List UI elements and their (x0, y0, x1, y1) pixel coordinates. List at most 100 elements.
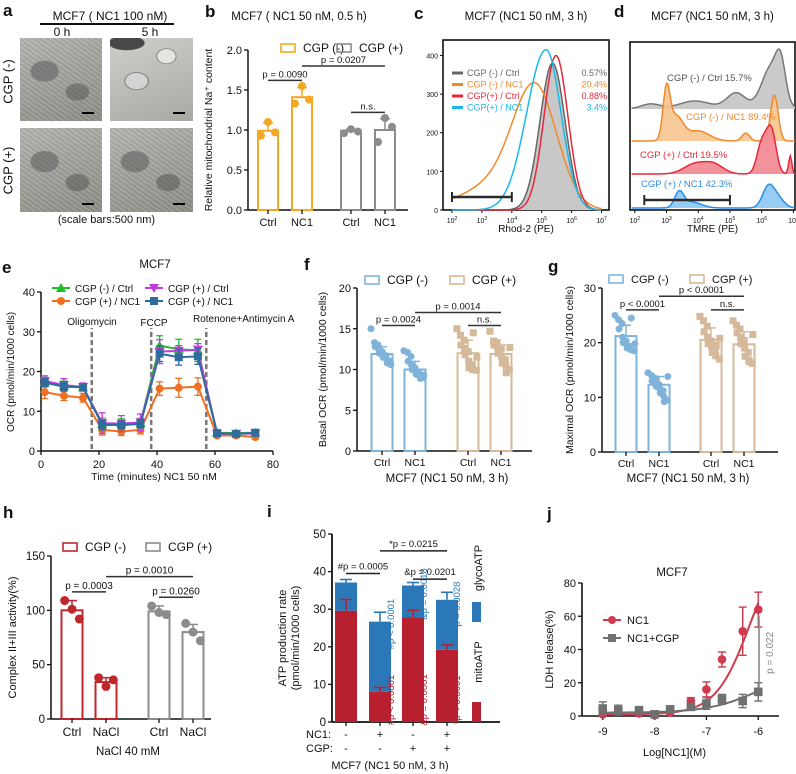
x-axis-label: NaCl 40 mM (96, 746, 160, 758)
panel-label-f: f (304, 255, 310, 274)
x-tick-label: 103 (661, 216, 672, 225)
percent-label: 0.57% (581, 68, 607, 78)
data-point (457, 331, 465, 339)
x-tick-label: -7 (702, 726, 712, 738)
condition-cgp: - (378, 743, 382, 755)
panel-label-j: j (547, 504, 552, 523)
data-point (264, 118, 272, 126)
y-tick-label: 10 (313, 679, 326, 691)
y-tick-label: 0 (434, 208, 438, 215)
significance-label: p = 0.022 (765, 631, 776, 673)
legend-label: CGP (-) (631, 274, 669, 286)
y-tick-label: 2.0 (227, 45, 242, 57)
data-point (461, 351, 469, 359)
condition-cgp: - (344, 743, 348, 755)
chart-title: MCF7 (656, 567, 687, 579)
significance-label: p = 0.0014 (435, 301, 480, 312)
data-point (631, 340, 639, 348)
data-point (660, 398, 668, 406)
y-tick-label: 5 (345, 405, 351, 417)
histogram-line (452, 48, 602, 211)
data-point (79, 393, 88, 402)
data-point (630, 347, 638, 355)
x-tick-label: NaCl (180, 725, 207, 739)
data-point (712, 341, 720, 349)
legend-label: CGP (+) (712, 274, 752, 286)
row-label-cgp: CGP: (306, 743, 333, 755)
data-point (98, 420, 107, 429)
bar-mitoATP (369, 691, 391, 722)
data-point (67, 604, 77, 614)
y-tick-label: 100 (426, 169, 438, 176)
x-tick-label: 104 (507, 216, 518, 225)
significance-label-mito: #p < 0.0001 (386, 675, 397, 725)
significance-label-glyco: *p = 0.0028 (452, 582, 463, 631)
x-tick-label: 102 (447, 216, 458, 225)
y-tick-label: 30 (23, 327, 35, 339)
chart-title: MCF7 (139, 259, 170, 271)
legend-marker (150, 297, 158, 305)
legend-swatch (280, 43, 296, 53)
x-tick-label: 105 (536, 216, 547, 225)
data-point (108, 675, 118, 685)
data-point (700, 317, 708, 325)
legend-swatch-glycoATP (472, 602, 481, 622)
data-point (161, 610, 171, 620)
legend-swatch (62, 542, 78, 552)
data-point (257, 131, 265, 140)
data-point (749, 330, 757, 338)
y-axis-label: Complex II+III activity(%) (7, 577, 19, 699)
x-axis-label: Rhod-2 (PE) (498, 224, 554, 235)
condition-cgp: + (444, 743, 450, 755)
data-point (686, 702, 696, 712)
significance-label: *p = 0.0215 (389, 539, 438, 550)
y-tick-label: 20 (339, 283, 351, 295)
legend-swatch (449, 275, 465, 285)
histogram-label: CGP (+) / NC1 42.3% (641, 179, 733, 190)
histogram-fill (630, 83, 795, 141)
data-point (744, 349, 752, 357)
significance-label-mito: &p = 0.0001 (419, 674, 430, 726)
y-tick-label: 30 (584, 283, 596, 295)
data-point (490, 337, 498, 345)
data-point (708, 342, 716, 350)
data-point (367, 325, 375, 333)
data-point (703, 322, 711, 330)
data-point (502, 369, 510, 377)
y-tick-label: 20 (23, 367, 35, 379)
y-tick-label: 300 (426, 92, 438, 99)
y-tick-label: 0 (320, 717, 326, 729)
significance-label: p < 0.0001 (620, 299, 665, 310)
data-point (497, 345, 505, 353)
data-point (94, 673, 104, 683)
data-point (737, 340, 745, 348)
panel-label-i: i (267, 502, 272, 521)
y-tick-label: 60 (564, 611, 576, 623)
y-tick-label: 10 (339, 365, 351, 377)
y-tick-label: 40 (564, 645, 576, 657)
x-tick-label: 106 (756, 216, 767, 225)
panel-label-a: a (3, 1, 13, 20)
y-tick-label: 0 (39, 714, 45, 726)
data-point (704, 333, 712, 341)
data-point (717, 655, 727, 664)
x-tick-label: 106 (566, 216, 577, 225)
significance-label-mito: *p < 0.0001 (452, 676, 463, 725)
data-point (618, 320, 626, 328)
y-tick-label: 1.0 (227, 125, 242, 137)
x-tick-label: 102 (629, 216, 640, 225)
legend-label-glycoATP: glycoATP (473, 545, 485, 591)
data-point (174, 353, 183, 362)
data-point (74, 614, 84, 624)
data-point (708, 349, 716, 357)
plot-frame (629, 41, 796, 211)
data-point (634, 705, 644, 715)
data-point (117, 421, 126, 430)
bar-glycoATP (436, 599, 458, 650)
y-tick-label: 0 (345, 446, 351, 458)
panel-label-e: e (2, 258, 12, 277)
data-point (490, 341, 498, 349)
x-tick-label: Ctrl (460, 457, 476, 469)
y-axis-label: LDH release(%) (544, 610, 556, 688)
